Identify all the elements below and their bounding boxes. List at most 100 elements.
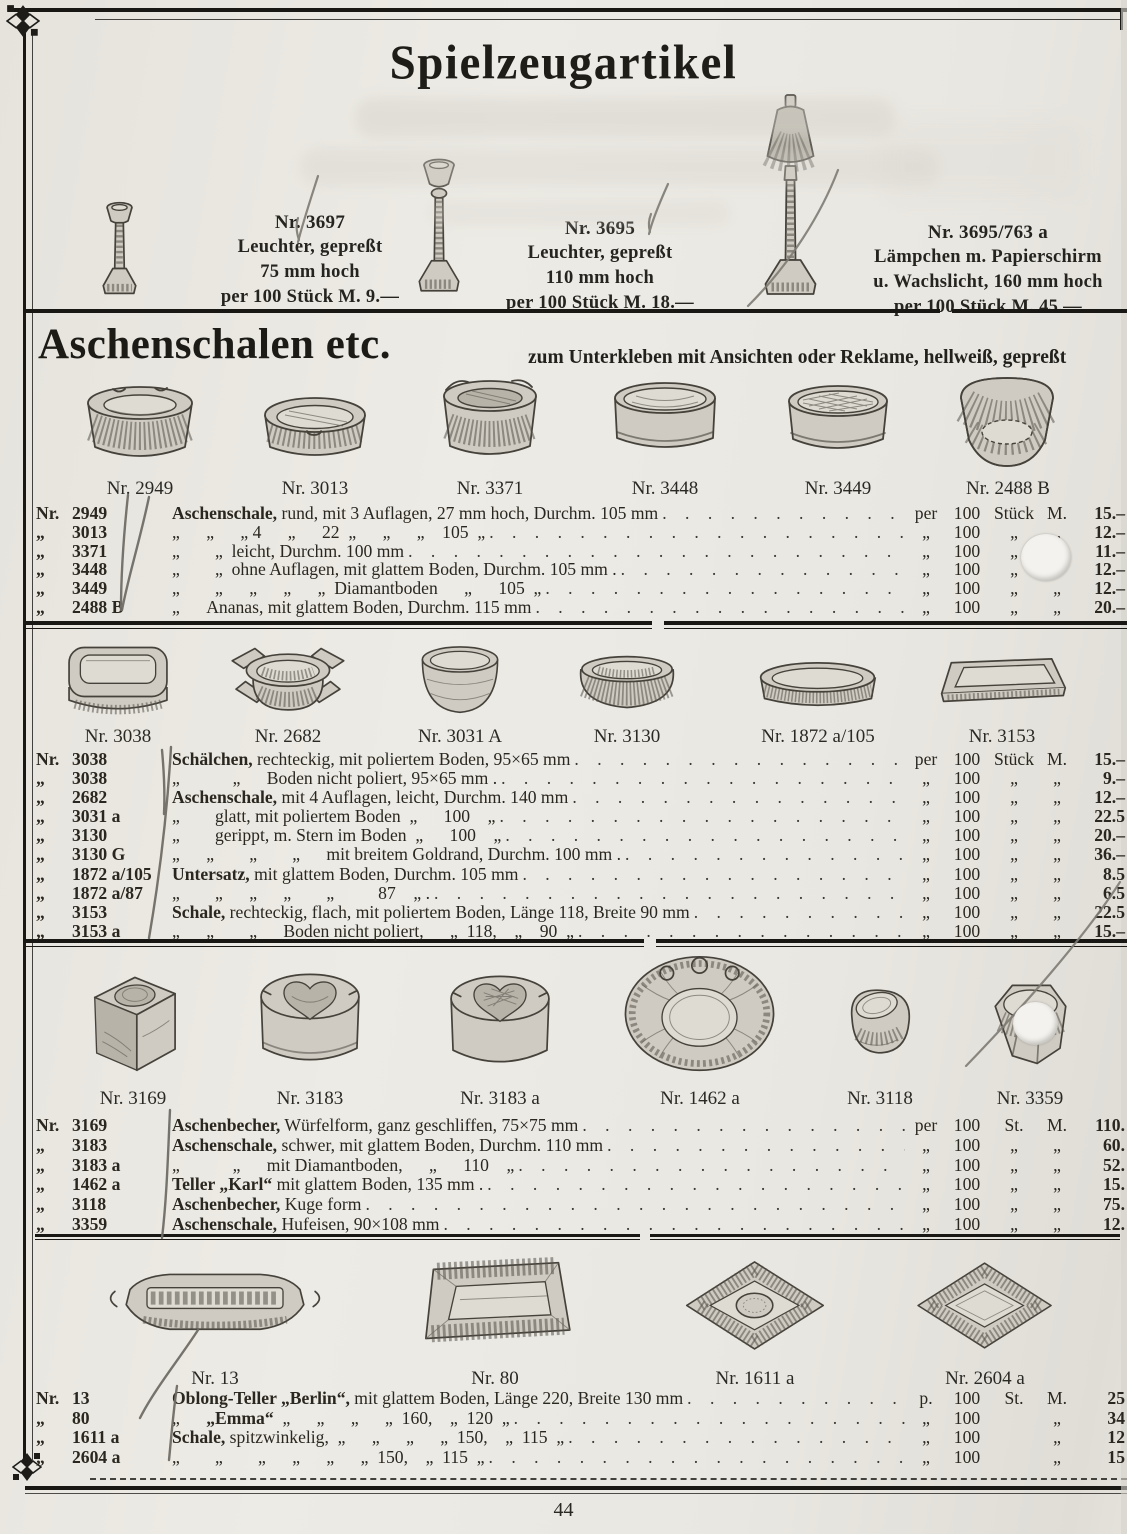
row-prefix: Nr. — [36, 749, 60, 769]
row-description-text: „ „ „ „ mit breitem Goldrand, Durchm. 10… — [172, 844, 622, 865]
corner-ornament-icon — [12, 1453, 42, 1481]
col-price: 12.– — [1094, 578, 1125, 599]
table-row: Nr. 3169 Aschenbecher, Würfelform, ganz … — [36, 1115, 1125, 1136]
row-number: 3038 — [72, 768, 108, 789]
row-description-text: „ „ „ „ „ Diamantboden „ 105 „ — [172, 578, 542, 599]
row-number: 13 — [72, 1388, 90, 1408]
row-prefix: „ — [36, 844, 45, 865]
dots-leader: . . . . . . . . . . . . . . . . . . . . … — [687, 1389, 905, 1408]
page-border-top — [8, 8, 1127, 12]
col-quantity: 100 — [953, 1174, 981, 1195]
product-label-3695-763a: Nr. 3695/763 a Lämpchen m. Papierschirm … — [862, 220, 1114, 320]
row-prefix: „ — [36, 806, 45, 827]
col-per: „ — [922, 882, 930, 903]
image-label-3031a: Nr. 3031 A — [418, 726, 502, 747]
row-description-bold: Teller „Karl“ — [172, 1174, 273, 1195]
col-price: 12.– — [1094, 521, 1125, 542]
table-row: „ 3013 „ „ „ 4 „ 22 „ „ „ 105 „ . . . . … — [36, 521, 1125, 542]
product-image-1611a — [670, 1255, 840, 1355]
row-prefix: „ — [36, 1407, 45, 1428]
row-description: Aschenschale, schwer, mit glattem Boden,… — [172, 1135, 603, 1156]
col-currency: „ — [1053, 768, 1061, 789]
dots-leader: . . . . . . . . . . . . . . . . . . . . … — [443, 1214, 905, 1234]
row-description-text: „ „ „ 4 „ 22 „ „ „ 105 „ — [172, 521, 486, 542]
product-image-2604a — [900, 1258, 1070, 1353]
bleed-through — [430, 200, 730, 226]
image-label-3013: Nr. 3013 — [281, 478, 349, 499]
col-per: „ — [922, 806, 930, 827]
row-description-text: rechteckig, flach, mit poliertem Boden, … — [225, 901, 690, 922]
row-description-text: „ „ ohne Auflagen, mit glattem Boden, Du… — [172, 559, 617, 580]
col-unit: Stück — [993, 503, 1035, 523]
col-quantity: 100 — [953, 901, 981, 922]
product-image-3013 — [255, 385, 375, 470]
image-label-1872a-105: Nr. 1872 a/105 — [761, 726, 875, 747]
hole-punch — [1013, 1002, 1058, 1045]
row-number: 2949 — [72, 503, 108, 523]
dots-leader: . . . . . . . . . . . . . . . . . . . . … — [513, 1408, 905, 1428]
row-description-text: „ „ leicht, Durchm. 100 mm — [172, 540, 405, 561]
col-price: 12 — [1107, 1427, 1125, 1447]
col-currency: „ — [1053, 1194, 1061, 1215]
col-unit: „ — [1010, 768, 1018, 789]
col-unit: Stück — [993, 749, 1035, 769]
col-per: p. — [919, 1388, 933, 1408]
row-description-bold: Aschenschale, — [172, 787, 278, 808]
col-per: „ — [922, 825, 930, 846]
row-prefix: „ — [36, 578, 45, 599]
dots-leader: . . . . . . . . . . . . . . . . . . . . … — [577, 921, 905, 941]
product-image-1872a-105 — [753, 655, 883, 717]
product-description: Lämpchen m. Papierschirm — [874, 247, 1102, 267]
row-description: „ „Emma“ „ „ „ „ 160, „ 120 „ — [172, 1407, 510, 1429]
image-label-3183: Nr. 3183 — [276, 1088, 344, 1109]
col-currency: „ — [1053, 1134, 1061, 1155]
col-unit: „ — [1010, 1213, 1018, 1234]
col-per: „ — [922, 1427, 930, 1447]
col-per: „ — [922, 1407, 930, 1428]
image-label-1462a: Nr. 1462 a — [660, 1088, 740, 1109]
table-row: „ 3038 „ „ Boden nicht poliert, 95×65 mm… — [36, 768, 1125, 789]
section-divider — [664, 621, 1127, 629]
row-description: „ gerippt, m. Stern im Boden „ 100 „ — [172, 826, 501, 845]
col-currency: M. — [1046, 1388, 1068, 1408]
col-unit: St. — [1004, 1115, 1024, 1135]
section-divider — [25, 939, 644, 947]
row-description: Schale, spitzwinkelig, „ „ „ „ 150, „ 11… — [172, 1427, 564, 1448]
bleed-through — [300, 148, 940, 186]
dots-leader: . . . . . . . . . . . . . . . . . . . . … — [545, 579, 905, 598]
row-description-bold: „Emma“ — [206, 1407, 274, 1428]
dots-leader: . . . . . . . . . . . . . . . . . . . . … — [501, 769, 905, 789]
col-price: 22.5 — [1094, 806, 1125, 827]
col-per: „ — [922, 1134, 930, 1155]
row-number: 1611 a — [72, 1427, 120, 1447]
table-row: „ 80 „ „Emma“ „ „ „ „ 160, „ 120 „ . . .… — [36, 1407, 1125, 1429]
col-per: „ — [922, 901, 930, 922]
col-per: per — [914, 749, 938, 769]
col-per: „ — [922, 1446, 930, 1467]
col-unit: „ — [1010, 901, 1018, 922]
col-unit: „ — [1010, 787, 1018, 808]
col-per: „ — [922, 1154, 930, 1175]
row-description-text: „ „ Boden nicht poliert, 95×65 mm . — [172, 768, 498, 789]
col-unit: „ — [1010, 1194, 1018, 1215]
table-row: „ 1462 a Teller „Karl“ mit glattem Boden… — [36, 1174, 1125, 1195]
page-border-left-inner — [31, 30, 33, 1460]
table-row: Nr. 13 Oblong-Teller „Berlin“, mit glatt… — [36, 1388, 1125, 1409]
product-image-3448 — [600, 372, 730, 467]
row-description: Aschenschale, mit 4 Auflagen, leicht, Du… — [172, 788, 568, 807]
col-price: 20.– — [1094, 596, 1125, 617]
col-price: 52. — [1103, 1154, 1125, 1175]
col-price: 75. — [1103, 1194, 1125, 1215]
dots-leader: . . . . . . . . . . . . . . . . . . . . … — [488, 1447, 905, 1467]
col-unit: „ — [1010, 596, 1018, 617]
row-description: „ „ ohne Auflagen, mit glattem Boden, Du… — [172, 560, 617, 579]
row-number: 3183 — [72, 1134, 108, 1155]
row-description-text: mit glattem Boden, Länge 220, Breite 130… — [349, 1388, 684, 1408]
image-label-3359: Nr. 3359 — [996, 1088, 1064, 1109]
row-prefix: „ — [36, 540, 45, 561]
row-prefix: „ — [36, 1194, 45, 1215]
row-description-text: mit glattem Boden, 135 mm . — [272, 1174, 484, 1195]
table-row: „ 3449 „ „ „ „ „ Diamantboden „ 105 „ . … — [36, 579, 1125, 598]
image-label-3371: Nr. 3371 — [456, 478, 524, 499]
row-number: 3169 — [72, 1115, 108, 1135]
